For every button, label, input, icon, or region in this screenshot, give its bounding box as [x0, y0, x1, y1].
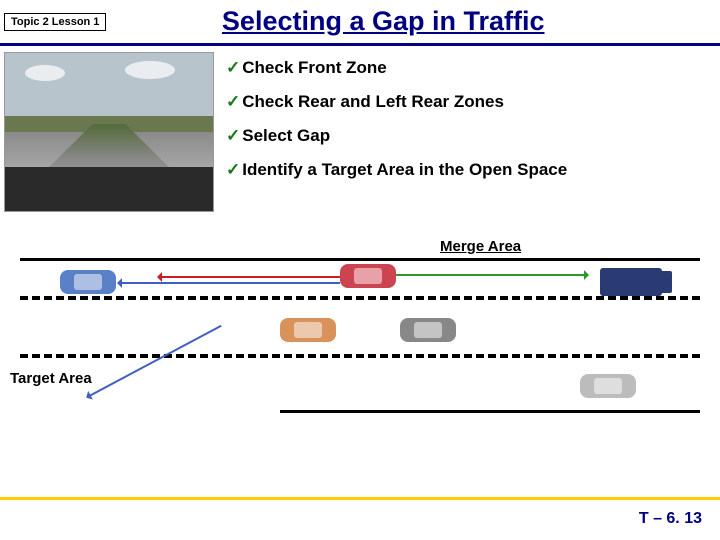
arrow-target — [88, 325, 221, 397]
page-title: Selecting a Gap in Traffic — [106, 6, 720, 37]
check-icon: ✓ — [226, 126, 240, 145]
traffic-diagram: Merge Area Target Area — [20, 240, 700, 420]
lane-line — [20, 258, 700, 261]
bullet-item: ✓Check Front Zone — [226, 58, 720, 78]
car-silver — [580, 374, 636, 398]
content-row: ✓Check Front Zone ✓Check Rear and Left R… — [0, 52, 720, 212]
check-icon: ✓ — [226, 92, 240, 111]
page-number: T – 6. 13 — [639, 510, 702, 528]
car-purple — [400, 318, 456, 342]
cloud-shape — [25, 65, 65, 81]
truck-right — [600, 268, 662, 296]
target-area-label: Target Area — [10, 370, 92, 387]
cloud-shape — [125, 61, 175, 79]
arrow-green-right — [396, 274, 586, 276]
arrow-red-left — [160, 276, 340, 278]
lane-dash — [20, 296, 700, 300]
lane-dash — [20, 354, 700, 358]
dashboard-photo — [4, 52, 214, 212]
bullet-text: Select Gap — [242, 126, 330, 145]
check-icon: ✓ — [226, 160, 240, 179]
car-blue-left — [60, 270, 116, 294]
arrow-blue-left — [120, 282, 340, 284]
header: Topic 2 Lesson 1 Selecting a Gap in Traf… — [0, 0, 720, 46]
check-icon: ✓ — [226, 58, 240, 77]
bullet-text: Check Front Zone — [242, 58, 387, 77]
bullet-list: ✓Check Front Zone ✓Check Rear and Left R… — [226, 52, 720, 212]
lane-line — [280, 410, 700, 413]
bullet-item: ✓Identify a Target Area in the Open Spac… — [226, 160, 720, 180]
bullet-text: Identify a Target Area in the Open Space — [242, 160, 567, 179]
bullet-text: Check Rear and Left Rear Zones — [242, 92, 504, 111]
merge-area-label: Merge Area — [440, 238, 521, 255]
car-orange — [280, 318, 336, 342]
bullet-item: ✓Select Gap — [226, 126, 720, 146]
topic-label: Topic 2 Lesson 1 — [4, 13, 106, 31]
footer-rule — [0, 497, 720, 500]
bullet-item: ✓Check Rear and Left Rear Zones — [226, 92, 720, 112]
